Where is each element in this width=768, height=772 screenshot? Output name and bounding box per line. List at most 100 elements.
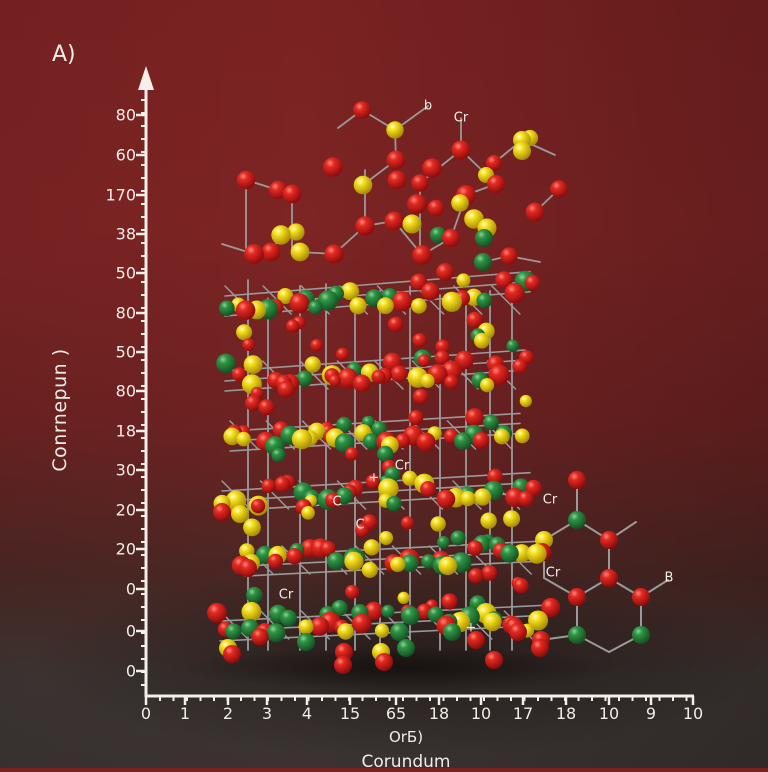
atom-red	[524, 275, 541, 291]
atom-red	[488, 364, 510, 386]
atom-yellow	[480, 512, 497, 529]
atom-label: Cr	[542, 492, 558, 508]
atom-red	[387, 170, 407, 190]
x-tick-label: 10	[470, 704, 492, 723]
atom-yellow	[377, 297, 394, 315]
atom-red	[289, 293, 310, 314]
y-tick-label: 20	[115, 539, 136, 559]
atom-yellow	[397, 591, 410, 605]
atom-red	[495, 271, 513, 289]
atom-red	[386, 150, 406, 170]
atom-red	[223, 645, 241, 663]
atom-green	[500, 544, 519, 563]
atom-yellow	[287, 223, 305, 241]
atom-red	[310, 339, 323, 352]
atom-green	[216, 353, 236, 373]
atom-red	[421, 282, 440, 301]
atom-yellow	[271, 225, 291, 245]
atom-label: b	[423, 98, 433, 114]
atom-red	[500, 247, 518, 265]
y-tick-label: 38	[115, 224, 136, 244]
x-tick-label: 0	[140, 704, 152, 723]
atom-green	[386, 496, 402, 512]
atom-red	[320, 541, 336, 557]
atom-red	[282, 184, 302, 204]
atom-green	[506, 339, 519, 353]
atom-red	[207, 602, 227, 623]
atom-yellow	[243, 518, 261, 537]
atom-yellow	[223, 427, 241, 446]
atom-red	[468, 568, 484, 584]
atom-red	[504, 282, 525, 304]
atom-red	[486, 155, 502, 171]
atom-red	[371, 369, 386, 384]
atom-red	[364, 601, 383, 621]
atom-red	[328, 374, 341, 387]
atom-red	[512, 359, 528, 374]
atom-yellow	[379, 531, 394, 545]
atom-green	[400, 554, 419, 572]
atom-red	[435, 339, 450, 354]
y-tick-label: 50	[115, 342, 136, 362]
atom-yellow	[430, 516, 446, 532]
atom-yellow	[374, 623, 390, 638]
atom-green	[390, 622, 409, 642]
atom-red	[422, 158, 442, 178]
atom-yellow	[231, 505, 249, 523]
x-tick-label: 18	[428, 704, 450, 723]
atom-red	[365, 474, 381, 489]
atom-red	[412, 388, 429, 405]
atom-red	[236, 170, 256, 190]
atom-yellow	[341, 282, 359, 300]
atom-red	[244, 244, 264, 264]
atom-yellow	[290, 242, 310, 262]
atom-red	[467, 631, 485, 649]
atom-red	[427, 199, 445, 217]
atom-yellow	[441, 291, 462, 312]
atom-yellow	[386, 121, 404, 139]
atom-green	[280, 609, 297, 627]
atom-green	[397, 639, 415, 657]
atom-yellow	[438, 556, 458, 576]
y-tick-label: 30	[115, 460, 136, 480]
atom-red	[541, 597, 561, 618]
atom-red	[336, 347, 349, 361]
atom-red	[632, 588, 650, 606]
x-tick-label: 3	[261, 704, 273, 723]
atom-red	[531, 639, 549, 657]
atom-yellow	[402, 214, 422, 234]
y-tick-label: 18	[115, 421, 136, 441]
atom-red	[400, 516, 415, 530]
atom-red	[487, 175, 505, 193]
atom-yellow	[304, 356, 321, 373]
atom-yellow	[363, 539, 380, 556]
atom-green	[632, 626, 650, 644]
y-tick-label: 80	[115, 303, 136, 323]
atom-red	[261, 242, 281, 262]
y-axis-arrow-icon	[138, 66, 154, 90]
atom-green	[297, 633, 315, 651]
atom-yellow	[483, 612, 502, 632]
atom-red	[213, 503, 231, 521]
atom-green	[454, 432, 472, 451]
atom-green	[271, 448, 286, 463]
x-tick-label: 4	[301, 704, 313, 723]
atom-red	[420, 481, 437, 497]
atom-red	[251, 628, 269, 646]
atom-yellow	[503, 510, 521, 528]
atom-yellow	[349, 297, 367, 315]
atom-red	[487, 468, 503, 485]
atom-red	[517, 490, 534, 507]
atom-yellow	[243, 355, 263, 374]
atom-yellow	[480, 378, 495, 393]
atom-green	[308, 300, 323, 315]
atom-red	[472, 432, 490, 449]
atom-yellow	[494, 428, 510, 445]
atom-green	[246, 586, 263, 604]
x-tick-label: 2	[222, 704, 234, 723]
atom-green	[331, 600, 348, 616]
atom-red	[466, 311, 483, 329]
atom-yellow	[291, 429, 312, 450]
